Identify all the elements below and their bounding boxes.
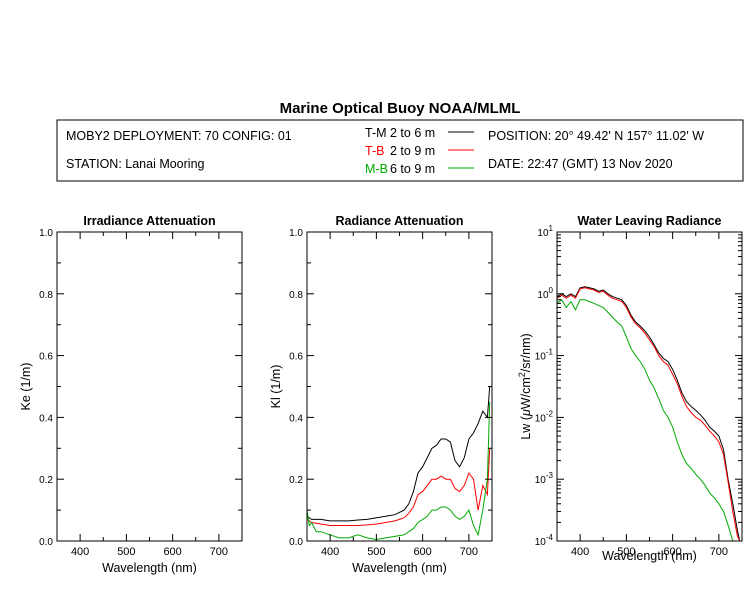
water-leaving-radiance-xlabel: Wavelength (nm) (602, 549, 697, 563)
radiance-attenuation-ylabel: Kl (1/m) (269, 365, 283, 409)
water-leaving-radiance-ytick-label: 101 (537, 224, 553, 239)
water-leaving-radiance-frame (556, 231, 743, 542)
water-leaving-radiance-xtick-label: 700 (710, 546, 728, 558)
irradiance-attenuation-ytick-label: 0.0 (39, 537, 53, 548)
legend-entry-tb: T-B 2 to 9 m (365, 144, 474, 158)
radiance-attenuation-ytick-label: 0.6 (289, 352, 303, 363)
irradiance-attenuation-xlabel: Wavelength (nm) (102, 561, 197, 575)
legend-depth-mb: 6 to 9 m (390, 162, 435, 176)
irradiance-attenuation-xtick-label: 500 (117, 546, 135, 558)
radiance-attenuation-ytick-label: 1.0 (289, 228, 303, 239)
radiance-attenuation-xtick-label: 400 (321, 546, 339, 558)
irradiance-attenuation-xtick-label: 600 (163, 546, 181, 558)
legend-code-tm: T-M (365, 126, 387, 140)
info-box (56, 119, 744, 182)
water-leaving-radiance-ytick-label: 10-1 (535, 348, 554, 363)
legend-depth-tb: 2 to 9 m (390, 144, 435, 158)
water-leaving-radiance-ytick-label: 100 (537, 286, 553, 301)
irradiance-attenuation-ytick-label: 0.2 (39, 475, 53, 486)
radiance-attenuation-ytick-label: 0.2 (289, 475, 303, 486)
legend-code-tb: T-B (365, 144, 384, 158)
radiance-attenuation-xtick-label: 700 (460, 546, 478, 558)
water-leaving-radiance-ytick-label: 10-3 (535, 471, 554, 486)
water-leaving-radiance-ylabel: Lw (μW/cm2/sr/nm) (517, 333, 533, 439)
radiance-attenuation-series-group (307, 386, 491, 541)
radiance-attenuation-frame (306, 231, 493, 542)
legend-code-mb: M-B (365, 162, 388, 176)
water-leaving-radiance-series-2 (557, 299, 738, 541)
radiance-attenuation-ytick-label: 0.8 (289, 290, 303, 301)
radiance-attenuation-series-0 (307, 386, 491, 522)
radiance-attenuation-title: Radiance Attenuation (335, 214, 463, 228)
irradiance-attenuation-xtick-label: 700 (210, 546, 228, 558)
irradiance-attenuation-ylabel: Ke (1/m) (19, 363, 33, 411)
deployment-text: MOBY2 DEPLOYMENT: 70 CONFIG: 01 (66, 129, 292, 143)
irradiance-attenuation-xtick-label: 400 (71, 546, 89, 558)
water-leaving-radiance-ytick-label: 10-2 (535, 409, 554, 424)
water-leaving-radiance-xtick-label: 500 (617, 546, 635, 558)
irradiance-attenuation-ytick-label: 1.0 (39, 228, 53, 239)
radiance-attenuation-panel: Radiance Attenuation 400 500 600 700 Waveleng… (269, 214, 493, 575)
water-leaving-radiance-series-0 (557, 286, 741, 541)
date-text: DATE: 22:47 (GMT) 13 Nov 2020 (488, 157, 673, 171)
water-leaving-radiance-title: Water Leaving Radiance (577, 214, 721, 228)
legend-entry-mb: M-B 6 to 9 m (365, 162, 474, 176)
radiance-attenuation-ytick-label: 0.4 (289, 413, 303, 424)
irradiance-attenuation-frame (56, 231, 243, 542)
irradiance-attenuation-ytick-label: 0.4 (39, 413, 53, 424)
irradiance-attenuation-ytick-label: 0.8 (39, 290, 53, 301)
radiance-attenuation-series-2 (307, 401, 491, 541)
water-leaving-radiance-xtick-label: 600 (663, 546, 681, 558)
figure-title: Marine Optical Buoy NOAA/MLML (280, 100, 521, 117)
water-leaving-radiance-series-1 (557, 287, 741, 541)
irradiance-attenuation-title: Irradiance Attenuation (83, 214, 215, 228)
radiance-attenuation-series-1 (307, 448, 491, 526)
station-text: STATION: Lanai Mooring (66, 157, 205, 171)
radiance-attenuation-ytick-label: 0.0 (289, 537, 303, 548)
radiance-attenuation-xtick-label: 600 (413, 546, 431, 558)
legend-entry-tm: T-M 2 to 6 m (365, 126, 474, 140)
water-leaving-radiance-series-group (557, 286, 741, 541)
position-text: POSITION: 20° 49.42' N 157° 11.02' W (488, 129, 704, 143)
legend-depth-tm: 2 to 6 m (390, 126, 435, 140)
water-leaving-radiance-ytick-label: 10-4 (535, 533, 554, 548)
water-leaving-radiance-xtick-label: 400 (571, 546, 589, 558)
water-leaving-radiance-panel: Water Leaving Radiance 400 500 600 700 Wavele… (517, 214, 743, 563)
irradiance-attenuation-ytick-label: 0.6 (39, 352, 53, 363)
depth-legend: T-M 2 to 6 m T-B 2 to 9 m M-B 6 to 9 m (365, 126, 474, 176)
irradiance-attenuation-panel: Irradiance Attenuation 400 500 600 700 Wavele… (19, 214, 243, 575)
radiance-attenuation-xlabel: Wavelength (nm) (352, 561, 447, 575)
radiance-attenuation-xtick-label: 500 (367, 546, 385, 558)
